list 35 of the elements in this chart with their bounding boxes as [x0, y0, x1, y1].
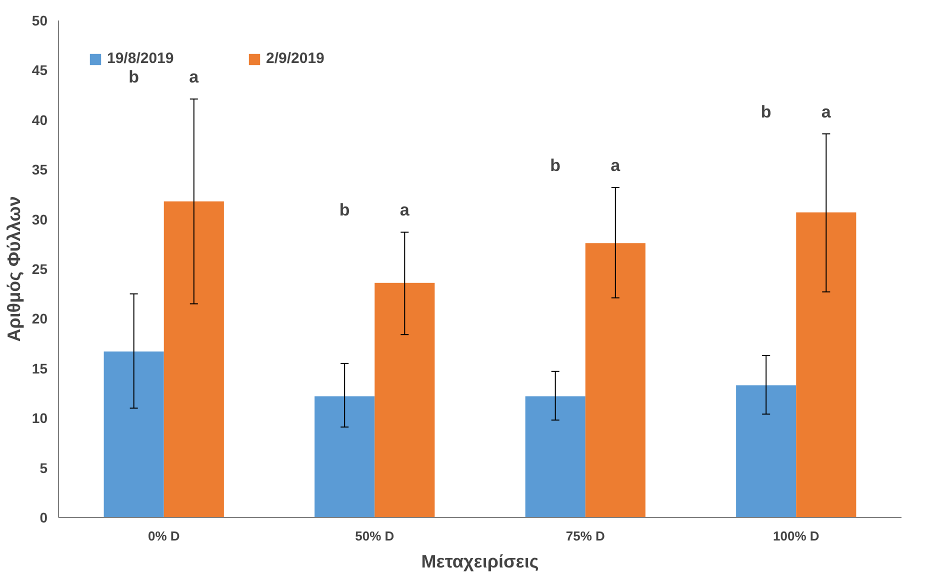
annotation: a: [189, 68, 200, 87]
y-tick-label: 40: [32, 112, 48, 128]
bar: [314, 396, 375, 518]
y-tick-label: 25: [32, 261, 48, 277]
x-tick-label: 0% D: [148, 528, 180, 544]
y-tick-label: 5: [40, 460, 48, 476]
y-tick-label: 20: [32, 310, 48, 327]
annotation: a: [821, 102, 832, 122]
y-tick-label: 35: [32, 162, 48, 178]
y-axis-title: Αριθμός Φύλλων: [4, 196, 24, 342]
bar: [525, 396, 586, 518]
bar: [736, 385, 796, 518]
annotation: a: [400, 200, 410, 220]
annotation: b: [339, 200, 350, 220]
bar: [796, 212, 856, 518]
x-tick-label: 75% D: [566, 528, 605, 544]
y-tick-label: 0: [40, 510, 48, 526]
bar: [164, 201, 224, 518]
x-axis-title: Μεταχειρίσεις: [421, 552, 539, 572]
x-tick-label: 50% D: [355, 528, 394, 544]
bar: [374, 282, 435, 518]
y-tick-label: 50: [32, 12, 48, 28]
bar: [104, 352, 164, 518]
legend-label: 2/9/2019: [266, 50, 326, 67]
x-tick-label: 100% D: [773, 528, 820, 544]
y-tick-label: 15: [32, 360, 48, 376]
annotation: a: [610, 156, 621, 175]
legend-label: 19/8/2019: [107, 50, 175, 67]
annotation: b: [760, 102, 772, 122]
y-tick-label: 10: [32, 410, 48, 426]
bar: [585, 243, 646, 518]
annotation: b: [128, 68, 140, 87]
annotation: b: [550, 156, 561, 175]
y-tick-label: 30: [32, 211, 48, 228]
y-tick-label: 45: [32, 62, 48, 78]
